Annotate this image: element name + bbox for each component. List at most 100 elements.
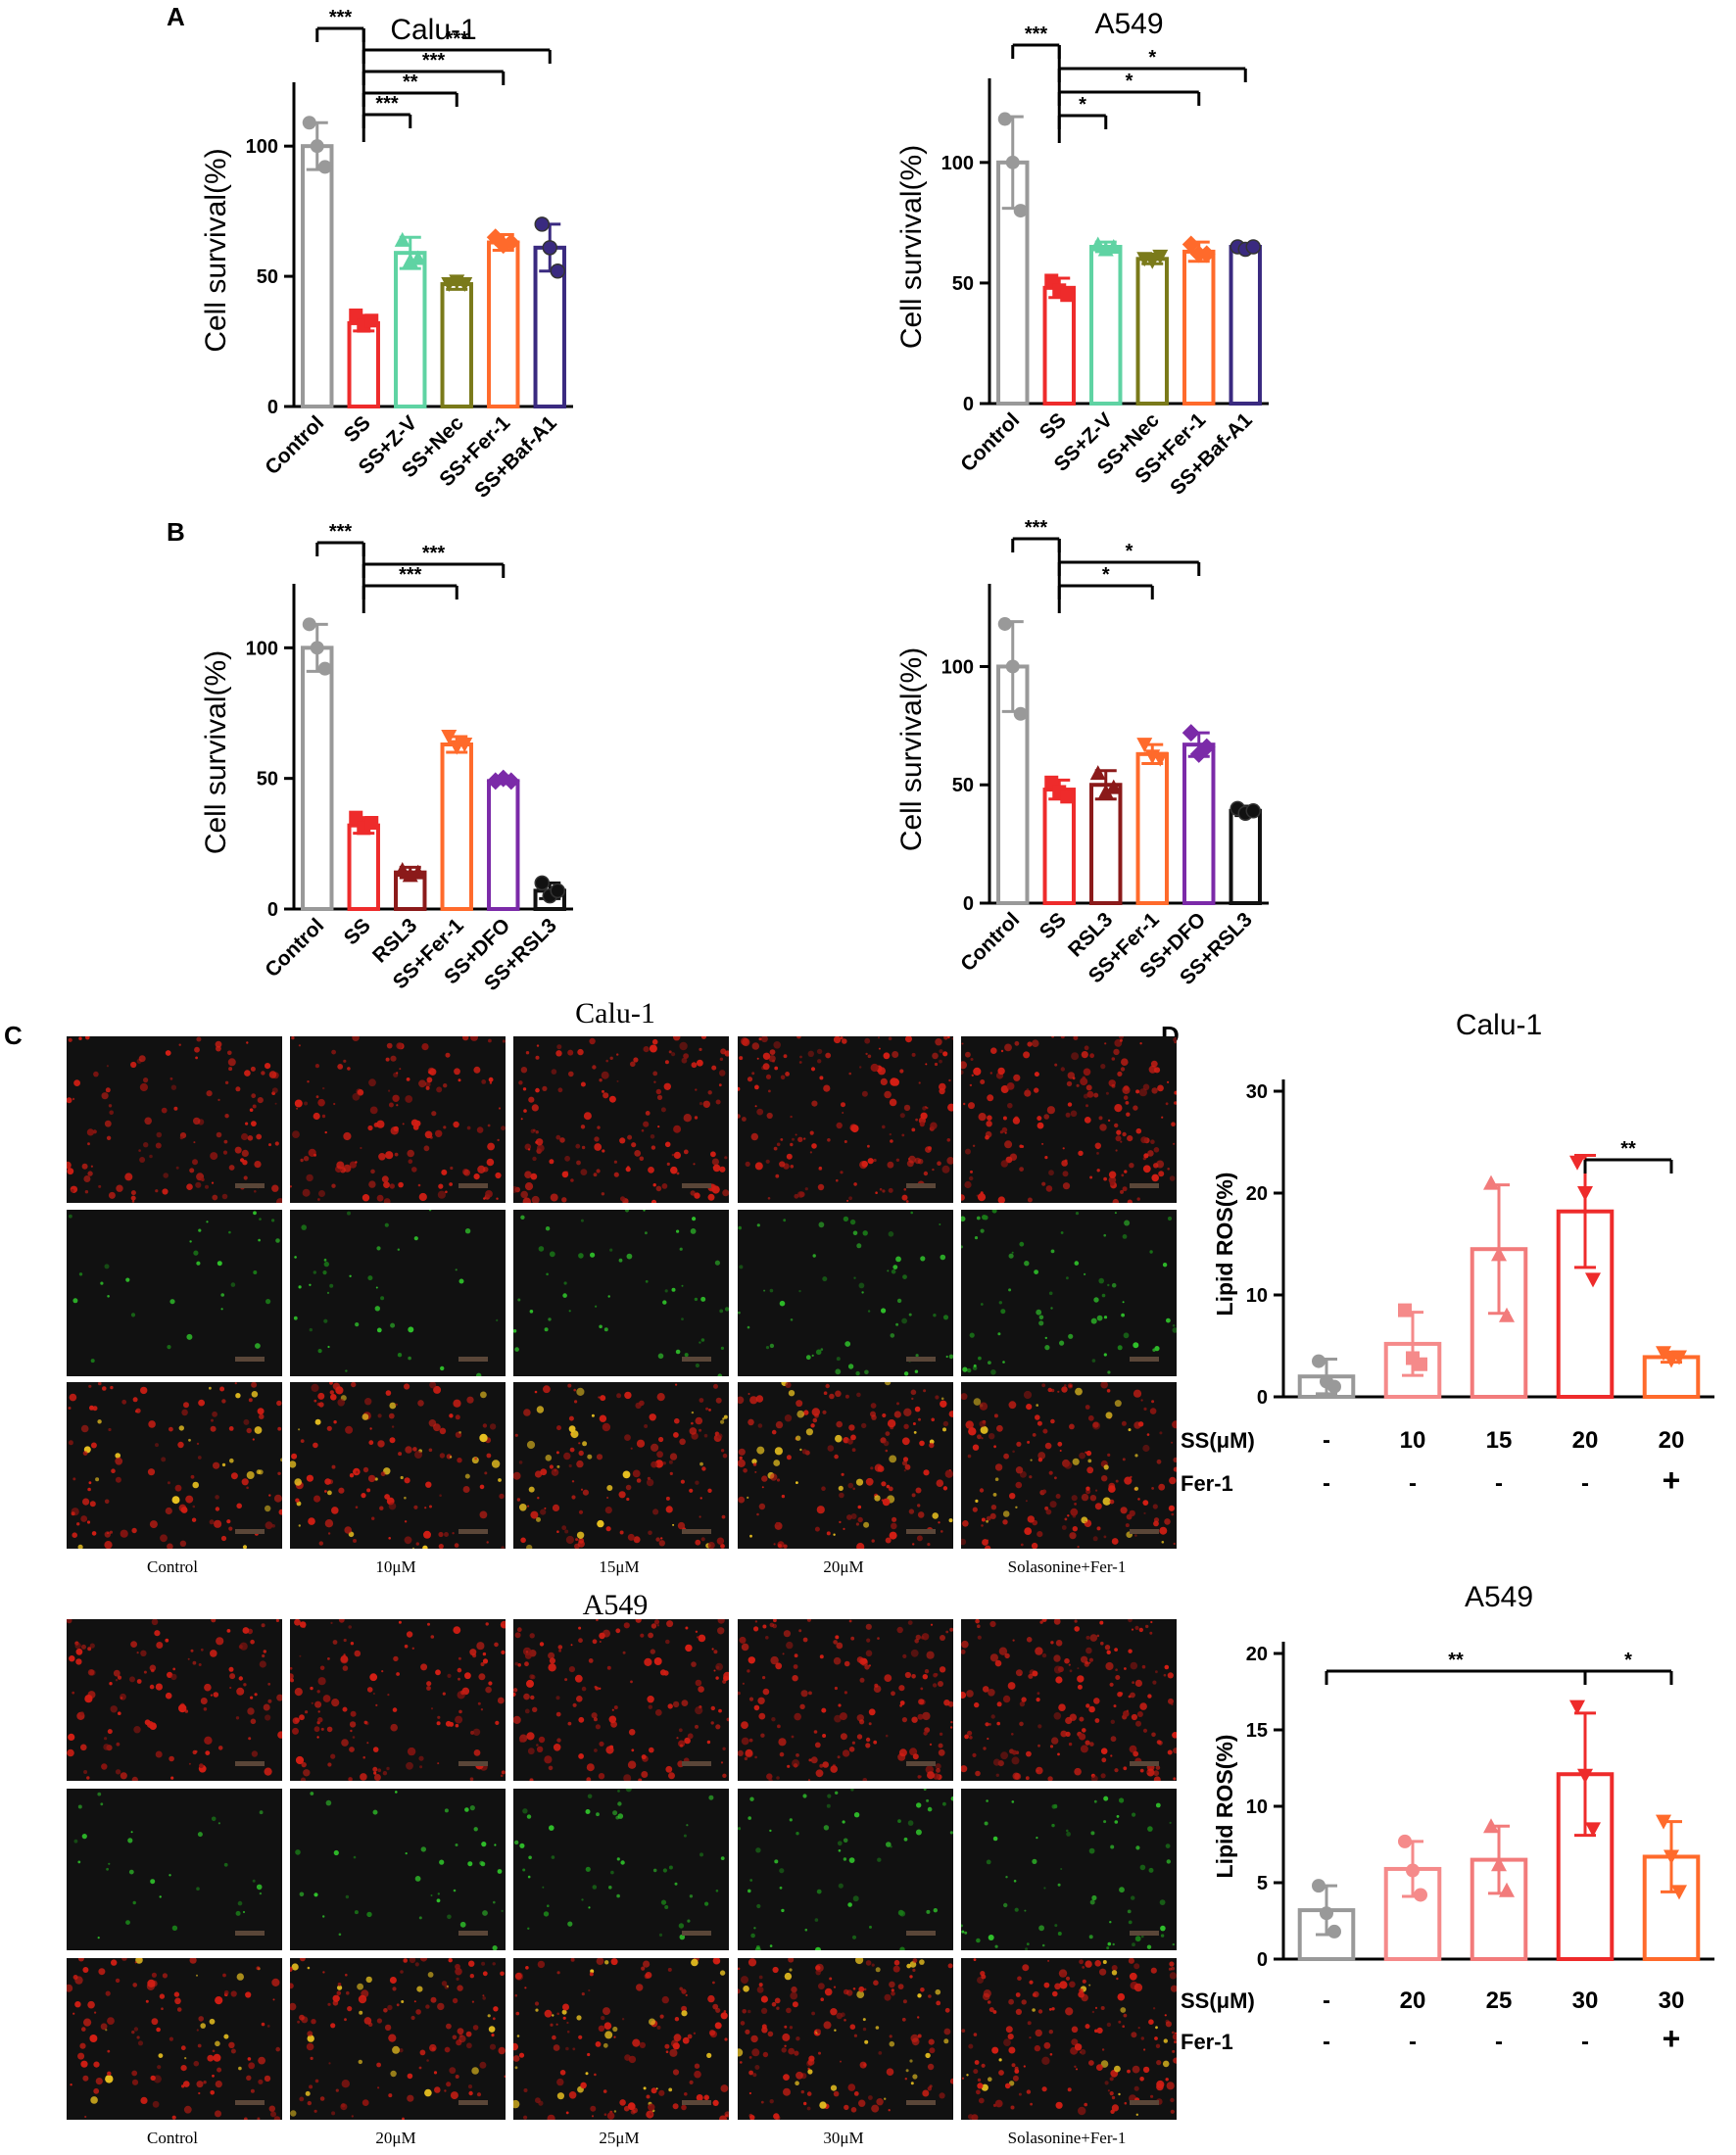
cell — [784, 1414, 793, 1422]
cell — [1150, 1967, 1157, 1974]
cell — [1153, 1147, 1160, 1153]
cell — [1008, 2046, 1016, 2054]
cell — [1130, 1692, 1135, 1699]
bar — [1182, 742, 1216, 905]
chart-title: A549 — [1094, 8, 1163, 40]
cell — [526, 1814, 532, 1819]
cell — [1133, 2085, 1139, 2091]
cell — [535, 1138, 544, 1146]
cell — [1100, 1748, 1108, 1754]
cell — [318, 1190, 325, 1197]
cell — [603, 2022, 612, 2030]
cell — [67, 1168, 74, 1175]
cell — [115, 1679, 119, 1682]
cell — [1160, 1934, 1165, 1938]
cell — [343, 1131, 352, 1141]
cell — [501, 1650, 506, 1654]
data-point — [1197, 245, 1216, 263]
cell — [344, 2018, 347, 2022]
cell — [277, 1471, 281, 1475]
cell — [410, 2015, 415, 2021]
micrograph-cells — [290, 1036, 506, 1203]
cell — [250, 1718, 257, 1725]
cell — [548, 1652, 555, 1659]
cell — [1096, 1152, 1099, 1155]
cell — [610, 1721, 617, 1728]
y-tick-label: 10 — [1246, 1796, 1268, 1818]
cell — [861, 1090, 868, 1097]
cell — [903, 1469, 906, 1472]
cell — [210, 1152, 218, 1161]
cell — [665, 1496, 670, 1501]
cell — [443, 1083, 448, 1088]
cell — [323, 1261, 329, 1268]
cell — [1137, 1498, 1140, 1501]
cell — [351, 1382, 357, 1388]
cell — [572, 1702, 577, 1707]
cell — [276, 1198, 282, 1203]
cell — [901, 2017, 906, 2022]
cell — [696, 2094, 703, 2101]
cell — [516, 1627, 522, 1633]
cell — [192, 1749, 197, 1755]
cell — [1013, 1880, 1017, 1883]
cell — [651, 1443, 659, 1452]
cell — [897, 1819, 901, 1823]
cell — [1041, 1181, 1046, 1186]
cell — [977, 2083, 984, 2089]
cell — [1156, 2083, 1164, 2091]
cell — [313, 1495, 321, 1503]
cell — [571, 1480, 575, 1483]
cell — [104, 1264, 110, 1269]
cell — [493, 1900, 496, 1904]
data-point — [997, 112, 1012, 126]
cell — [203, 2081, 207, 2084]
cell — [961, 1061, 967, 1070]
cell — [671, 1287, 676, 1292]
cell — [313, 1399, 317, 1403]
cell — [341, 1739, 349, 1747]
cell — [1008, 1253, 1014, 1259]
cell — [309, 1283, 312, 1286]
cell — [743, 1986, 749, 1992]
cell — [1155, 2026, 1158, 2030]
cell — [653, 1657, 662, 1665]
cell — [748, 2070, 753, 2076]
cell — [683, 1149, 689, 1155]
cell — [457, 1458, 462, 1463]
cell — [1096, 2027, 1103, 2034]
cell — [452, 1532, 455, 1535]
cell — [337, 1985, 343, 1990]
cell — [1057, 1752, 1060, 1756]
cell — [616, 1393, 622, 1399]
cell — [245, 1122, 249, 1125]
cell — [595, 1724, 601, 1730]
cell — [158, 2053, 164, 2058]
cell — [899, 1069, 904, 1074]
cell — [687, 1733, 694, 1740]
cell — [1085, 1486, 1090, 1491]
cell — [855, 1370, 860, 1376]
micrograph-cells — [290, 1619, 506, 1781]
cell — [888, 1187, 893, 1193]
cell — [534, 2001, 540, 2006]
cell — [655, 1088, 661, 1095]
cell — [456, 1977, 459, 1981]
cell — [98, 1382, 102, 1386]
cell — [644, 1424, 649, 1428]
cell — [322, 1086, 325, 1090]
cell — [1031, 1542, 1038, 1549]
data-point — [1005, 155, 1020, 169]
cell — [1037, 1769, 1039, 1772]
cell — [1111, 2095, 1116, 2100]
cell — [699, 1341, 701, 1344]
cell — [341, 2080, 350, 2088]
cell — [788, 1390, 796, 1397]
cell — [762, 1676, 766, 1680]
cell — [86, 1128, 94, 1136]
cell — [619, 1530, 624, 1535]
cell — [961, 1216, 966, 1222]
cell — [656, 2025, 661, 2030]
cell — [136, 2035, 140, 2039]
cell — [433, 1385, 442, 1394]
